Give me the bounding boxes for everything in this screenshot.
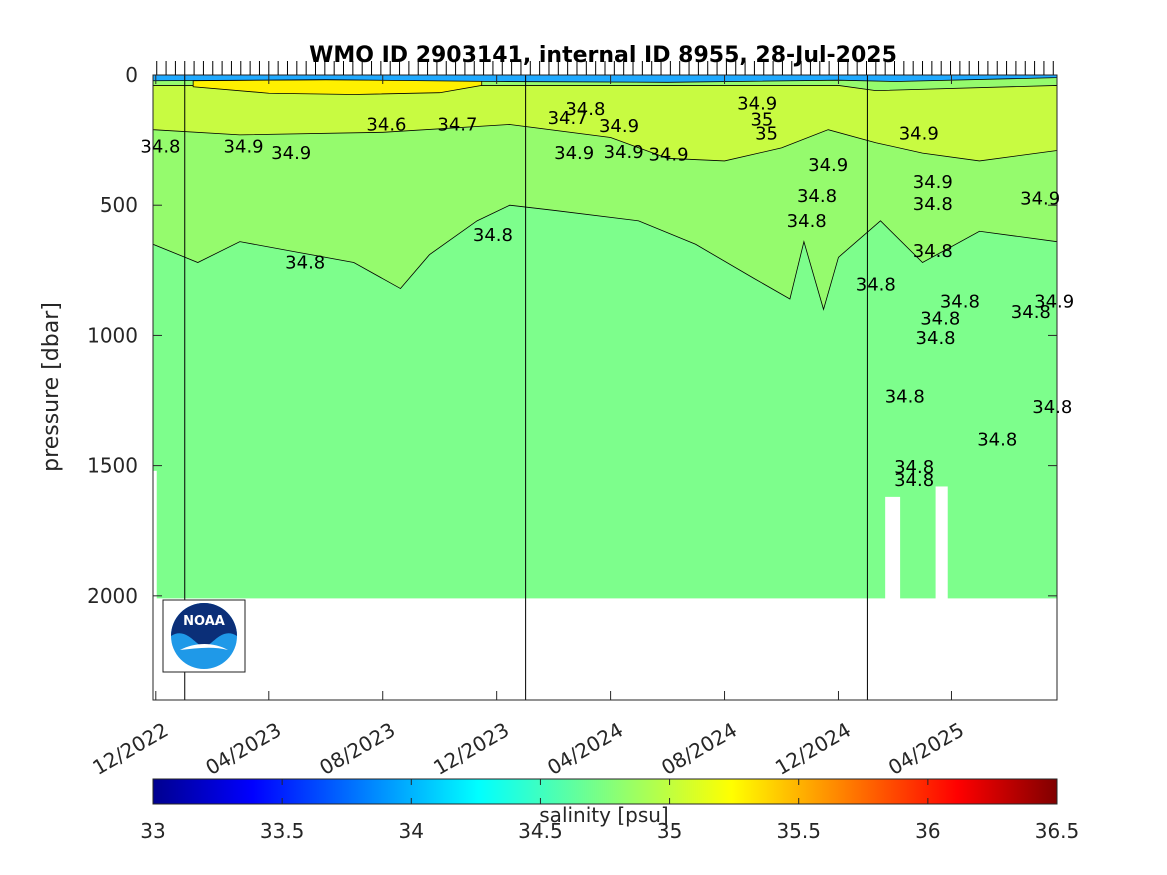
contour-label: 34.9 bbox=[648, 144, 688, 165]
colorbar-tick-label: 35 bbox=[657, 819, 682, 843]
contour-label: 34.8 bbox=[787, 211, 827, 232]
y-tick-label: 500 bbox=[100, 193, 138, 217]
contour-label: 34.9 bbox=[808, 155, 848, 176]
y-tick-label: 1000 bbox=[87, 323, 138, 347]
colorbar-tick-label: 34.5 bbox=[518, 819, 563, 843]
y-tick-label: 0 bbox=[125, 63, 138, 87]
contour-label: 35 bbox=[750, 109, 773, 130]
contour-label: 34.8 bbox=[1011, 302, 1051, 323]
x-tick-label: 08/2024 bbox=[657, 718, 741, 780]
salinity-region-upper bbox=[153, 85, 1057, 162]
contour-label: 34.8 bbox=[977, 430, 1017, 451]
contour-label: 34.8 bbox=[285, 253, 325, 274]
x-tick-label: 12/2024 bbox=[771, 718, 855, 780]
contour-label: 34.9 bbox=[737, 94, 777, 115]
contour-label: 34.9 bbox=[899, 124, 939, 145]
x-tick-label: 04/2023 bbox=[201, 718, 285, 780]
no-data-region bbox=[153, 598, 1057, 700]
salinity-region-intermediate bbox=[153, 75, 1057, 311]
contour-label: 34.8 bbox=[856, 275, 896, 296]
contour-label: 34.8 bbox=[913, 194, 953, 215]
colorbar-tick-label: 35.5 bbox=[776, 819, 821, 843]
contour-label: 34.8 bbox=[940, 292, 980, 313]
contour-label: 34.8 bbox=[140, 137, 180, 158]
contour-label: 34.8 bbox=[894, 470, 934, 491]
x-tick-label: 08/2023 bbox=[315, 718, 399, 780]
colorbar: 33 33.5 34 34.5 35 35.5 36 36.5 salinity [psu] bbox=[140, 778, 1080, 843]
data-gap bbox=[153, 470, 157, 600]
contour-label: 34.7 bbox=[548, 108, 588, 129]
colorbar-tick-label: 33.5 bbox=[260, 819, 305, 843]
contour-label: 34.8 bbox=[473, 225, 513, 246]
contour-label: 35 bbox=[755, 124, 778, 145]
contour-label: 34.9 bbox=[1034, 292, 1074, 313]
colorbar-tick-label: 34 bbox=[399, 819, 424, 843]
contour-label: 34.8 bbox=[916, 328, 956, 349]
noaa-logo-text: NOAA bbox=[183, 614, 225, 629]
data-gap bbox=[885, 496, 901, 600]
contour-label: 34.9 bbox=[554, 143, 594, 164]
contour-label: 34.8 bbox=[797, 186, 837, 207]
chart-title: WMO ID 2903141, internal ID 8955, 28-Jul… bbox=[309, 43, 897, 68]
salinity-region-surface-fresh bbox=[153, 75, 1057, 83]
contour-label: 34.9 bbox=[599, 116, 639, 137]
x-tick-label: 12/2023 bbox=[429, 718, 513, 780]
contour-label: 34.7 bbox=[437, 114, 477, 135]
contour-label: 34.9 bbox=[1020, 189, 1060, 210]
colorbar-tick-label: 36 bbox=[915, 819, 940, 843]
y-axis-label: pressure [dbar] bbox=[39, 302, 64, 472]
contour-label: 34.8 bbox=[894, 457, 934, 478]
contour-label: 34.8 bbox=[565, 99, 605, 120]
contour-label: 34.8 bbox=[920, 308, 960, 329]
contour-label: 34.8 bbox=[885, 387, 925, 408]
data-gap bbox=[935, 486, 948, 600]
y-tick-label: 1500 bbox=[87, 454, 138, 478]
contour-label: 34.8 bbox=[913, 241, 953, 262]
contour-label: 34.6 bbox=[366, 114, 406, 135]
x-tick-label: 04/2024 bbox=[543, 718, 627, 780]
y-tick-label: 2000 bbox=[87, 584, 138, 608]
x-tick-label: 04/2025 bbox=[884, 718, 968, 780]
noaa-logo-icon: NOAA bbox=[162, 599, 246, 673]
contour-label: 34.9 bbox=[224, 137, 264, 158]
colorbar-tick-label: 36.5 bbox=[1035, 819, 1080, 843]
colorbar-tick-label: 33 bbox=[140, 819, 165, 843]
colorbar-gradient bbox=[152, 778, 1058, 805]
contour-label: 34.8 bbox=[1032, 397, 1072, 418]
colorbar-label: salinity [psu] bbox=[539, 803, 668, 827]
contour-label: 34.9 bbox=[913, 172, 953, 193]
contour-label: 34.9 bbox=[604, 142, 644, 163]
x-tick-label: 12/2022 bbox=[88, 718, 172, 780]
contour-label: 34.9 bbox=[271, 143, 311, 164]
